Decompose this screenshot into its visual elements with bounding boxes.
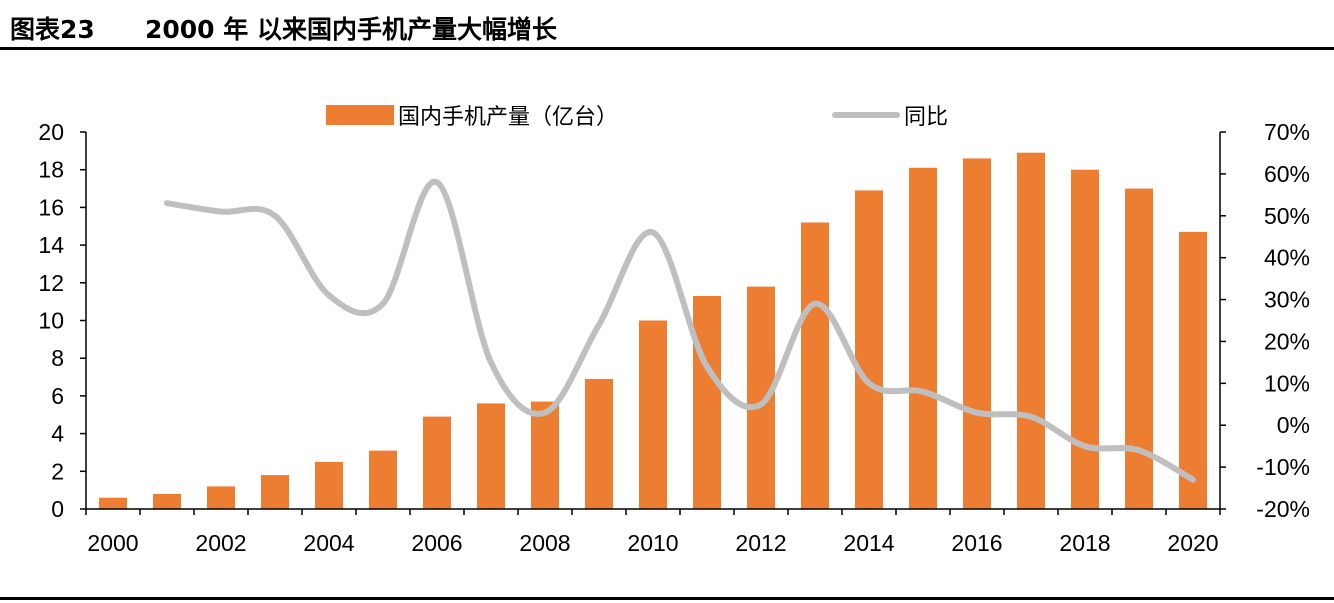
x-tick-label: 2006 <box>411 530 462 556</box>
y-left-tick-label: 18 <box>38 157 64 183</box>
bar <box>963 158 991 509</box>
axes <box>80 131 1226 515</box>
bar <box>909 167 937 510</box>
yoy-line <box>164 179 1196 483</box>
x-tick-label: 2012 <box>735 530 786 556</box>
figure-header: 图表23 2000 年 以来国内手机产量大幅增长 <box>0 0 1334 48</box>
figure-title: 2000 年 以来国内手机产量大幅增长 <box>145 15 557 44</box>
y-left-tick-label: 14 <box>38 232 64 258</box>
bar <box>801 222 829 509</box>
bar <box>585 378 613 509</box>
y-right-tick-label: 0% <box>1277 412 1310 438</box>
y-left-tick-label: 0 <box>51 496 64 522</box>
bar <box>423 416 451 509</box>
x-tick-label: 2002 <box>195 530 246 556</box>
bar <box>693 296 721 509</box>
bar <box>1071 169 1099 509</box>
y-right-tick-label: 70% <box>1264 119 1310 145</box>
y-left-tick-label: 2 <box>51 458 64 484</box>
top-rule <box>0 47 1334 50</box>
bar <box>369 450 397 509</box>
y-left-tick-label: 16 <box>38 194 64 220</box>
x-tick-label: 2008 <box>519 530 570 556</box>
y-left-tick-label: 12 <box>38 270 64 296</box>
x-tick-label: 2016 <box>951 530 1002 556</box>
bar-series <box>99 152 1207 510</box>
y-left-tick-label: 6 <box>51 383 64 409</box>
bar <box>99 497 127 509</box>
legend: 国内手机产量（亿台） 同比 <box>326 105 948 130</box>
legend-bar-swatch <box>326 105 394 125</box>
figure-number: 图表23 <box>10 15 95 44</box>
y-left-tick-label: 20 <box>38 119 64 145</box>
y-right-tick-label: -20% <box>1256 496 1310 522</box>
tick-labels: 0 2 4 6 8 10 12 14 16 18 20 -20% -10% 0% 10% 20% 30% 40% 5… <box>38 119 1310 556</box>
bar <box>1125 188 1153 509</box>
y-right-tick-label: 50% <box>1264 203 1310 229</box>
bar <box>315 461 343 509</box>
bar <box>207 486 235 509</box>
y-left-tick-label: 4 <box>51 421 64 447</box>
line-series <box>164 179 1196 483</box>
y-left-tick-label: 10 <box>38 308 64 334</box>
y-left-tick-label: 8 <box>51 345 64 371</box>
x-tick-label: 2000 <box>87 530 138 556</box>
bar <box>153 493 181 509</box>
y-right-tick-label: 40% <box>1264 245 1310 271</box>
bar <box>639 320 667 509</box>
y-right-tick-label: 60% <box>1264 161 1310 187</box>
legend-bar-label: 国内手机产量（亿台） <box>398 105 618 130</box>
x-tick-label: 2018 <box>1059 530 1110 556</box>
legend-line-label: 同比 <box>904 105 948 130</box>
x-tick-label: 2010 <box>627 530 678 556</box>
y-right-tick-label: 10% <box>1264 370 1310 396</box>
y-right-tick-label: 30% <box>1264 287 1310 313</box>
x-tick-label: 2020 <box>1167 530 1218 556</box>
x-tick-label: 2014 <box>843 530 894 556</box>
x-tick-label: 2004 <box>303 530 354 556</box>
y-right-tick-label: -10% <box>1256 454 1310 480</box>
bar <box>477 403 505 509</box>
y-right-tick-label: 20% <box>1264 328 1310 354</box>
bar <box>531 401 559 509</box>
bar <box>855 190 883 509</box>
bottom-rule <box>0 597 1334 600</box>
bar <box>1017 152 1045 509</box>
bar <box>1179 231 1207 509</box>
bar <box>261 475 289 509</box>
